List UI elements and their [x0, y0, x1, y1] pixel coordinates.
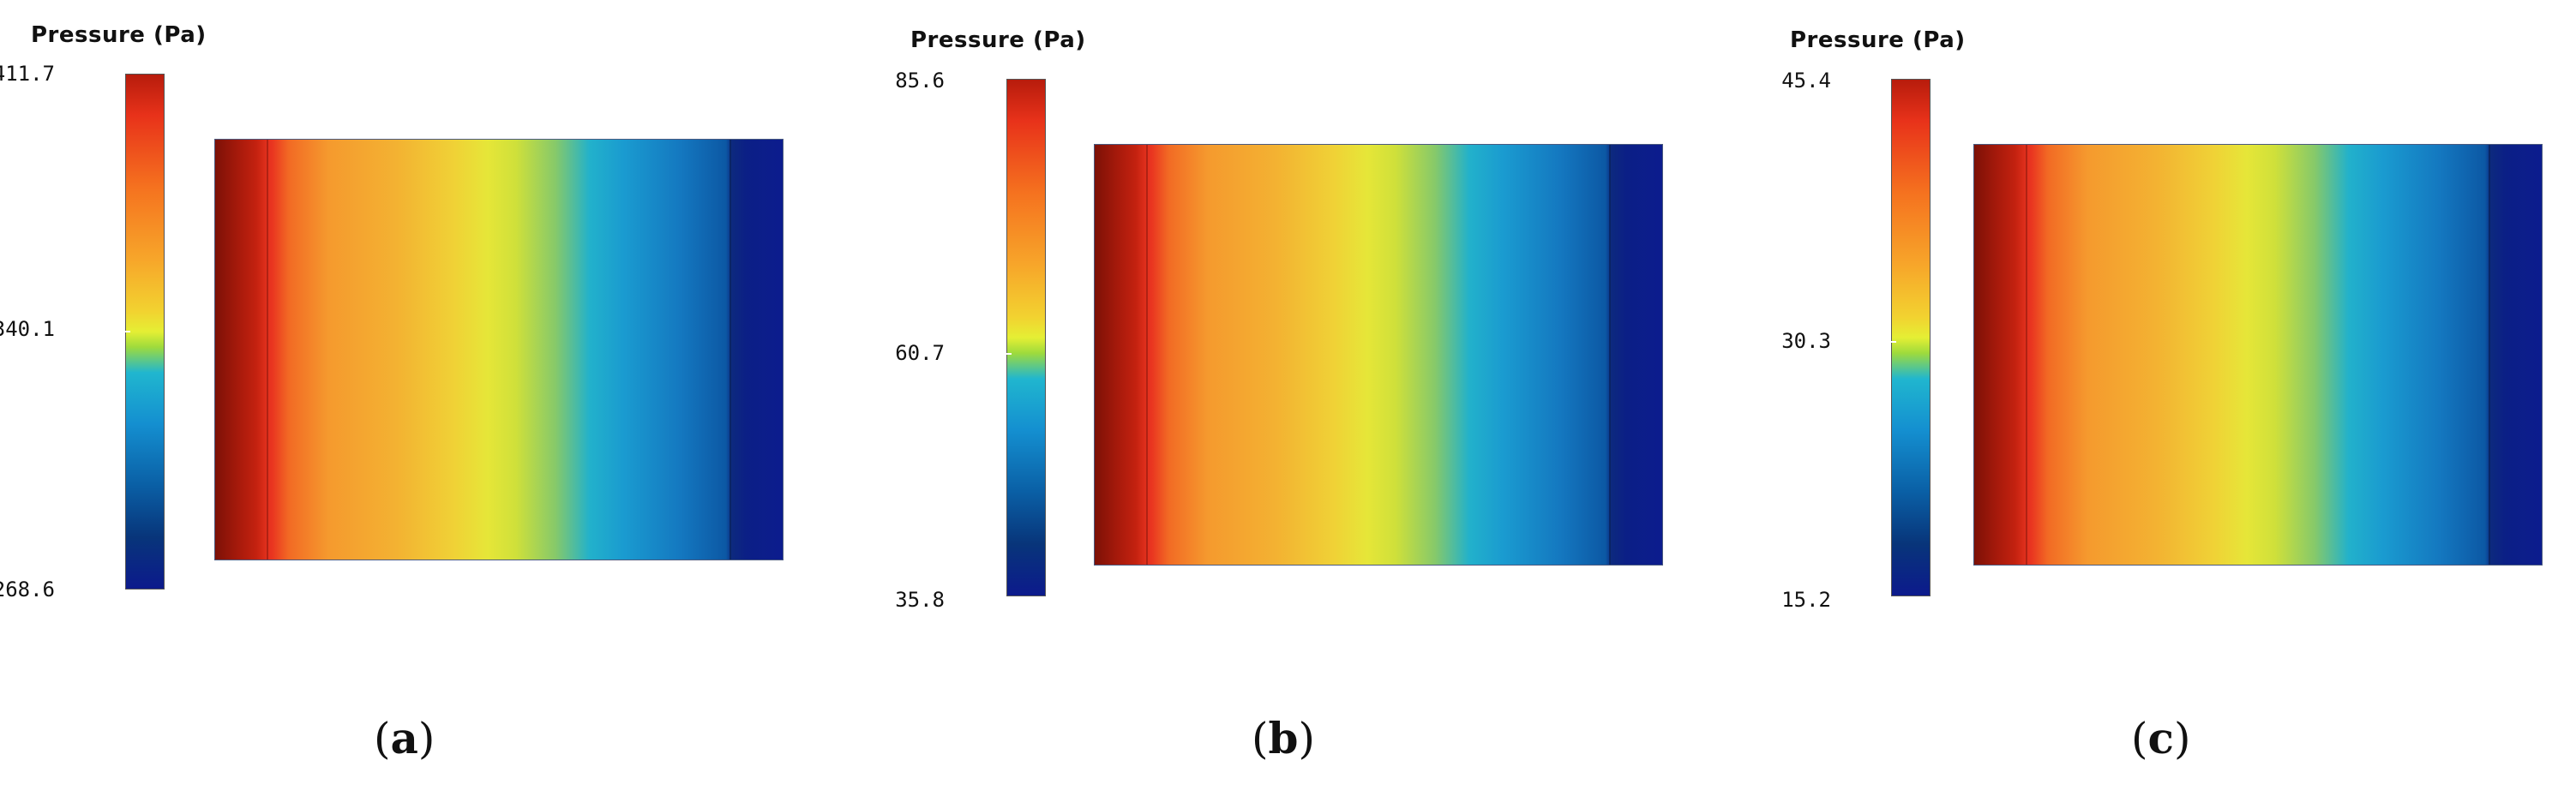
colorbar-title: Pressure (Pa) — [910, 27, 1086, 53]
panel-b: Pressure (Pa) 85.6 60.7 35.8 (b) — [878, 0, 1735, 808]
inlet-line — [2025, 145, 2027, 565]
colorbar-mid-label: 60.7 — [895, 341, 945, 365]
panel-caption: (c) — [2131, 713, 2190, 763]
inlet-edge — [215, 140, 267, 560]
colorbar-title: Pressure (Pa) — [31, 22, 207, 48]
colorbar — [125, 74, 165, 590]
panel-caption: (a) — [374, 713, 435, 763]
caption-letter: a — [390, 713, 418, 763]
outlet-line — [2489, 145, 2491, 565]
colorbar — [1006, 79, 1046, 596]
colorbar — [1891, 79, 1930, 596]
caption-close: ) — [1298, 714, 1315, 763]
pressure-field — [214, 139, 784, 560]
outlet-line — [730, 140, 732, 560]
colorbar-tick — [1891, 341, 1896, 343]
inlet-edge — [1095, 145, 1146, 565]
colorbar-max-label: 85.6 — [895, 69, 945, 93]
colorbar-min-label: 268.6 — [0, 578, 55, 602]
caption-close: ) — [2173, 714, 2191, 763]
inlet-line — [266, 140, 268, 560]
panel-c: Pressure (Pa) 45.4 30.3 15.2 (c) — [1756, 0, 2576, 808]
caption-open: ( — [1252, 714, 1269, 763]
colorbar-title: Pressure (Pa) — [1790, 27, 1966, 53]
caption-open: ( — [2131, 714, 2148, 763]
colorbar-mid-label: 30.3 — [1781, 329, 1831, 353]
outlet-edge — [2490, 145, 2542, 565]
colorbar-max-label: 45.4 — [1781, 69, 1831, 93]
caption-open: ( — [374, 714, 391, 763]
colorbar-mid-label: 340.1 — [0, 317, 55, 341]
colorbar-min-label: 35.8 — [895, 588, 945, 612]
colorbar-tick — [125, 331, 130, 332]
outlet-edge — [1611, 145, 1662, 565]
outlet-edge — [731, 140, 783, 560]
caption-letter: c — [2147, 713, 2174, 763]
inlet-edge — [1974, 145, 2026, 565]
colorbar-tick — [1006, 353, 1012, 355]
pressure-field — [1973, 144, 2543, 566]
pressure-field — [1094, 144, 1663, 566]
panel-a: Pressure (Pa) 411.7 340.1 268.6 (a) — [0, 0, 857, 808]
colorbar-max-label: 411.7 — [0, 62, 55, 86]
outlet-line — [1609, 145, 1612, 565]
panel-caption: (b) — [1252, 713, 1315, 763]
colorbar-min-label: 15.2 — [1781, 588, 1831, 612]
caption-close: ) — [417, 714, 435, 763]
inlet-line — [1145, 145, 1148, 565]
caption-letter: b — [1268, 713, 1299, 763]
